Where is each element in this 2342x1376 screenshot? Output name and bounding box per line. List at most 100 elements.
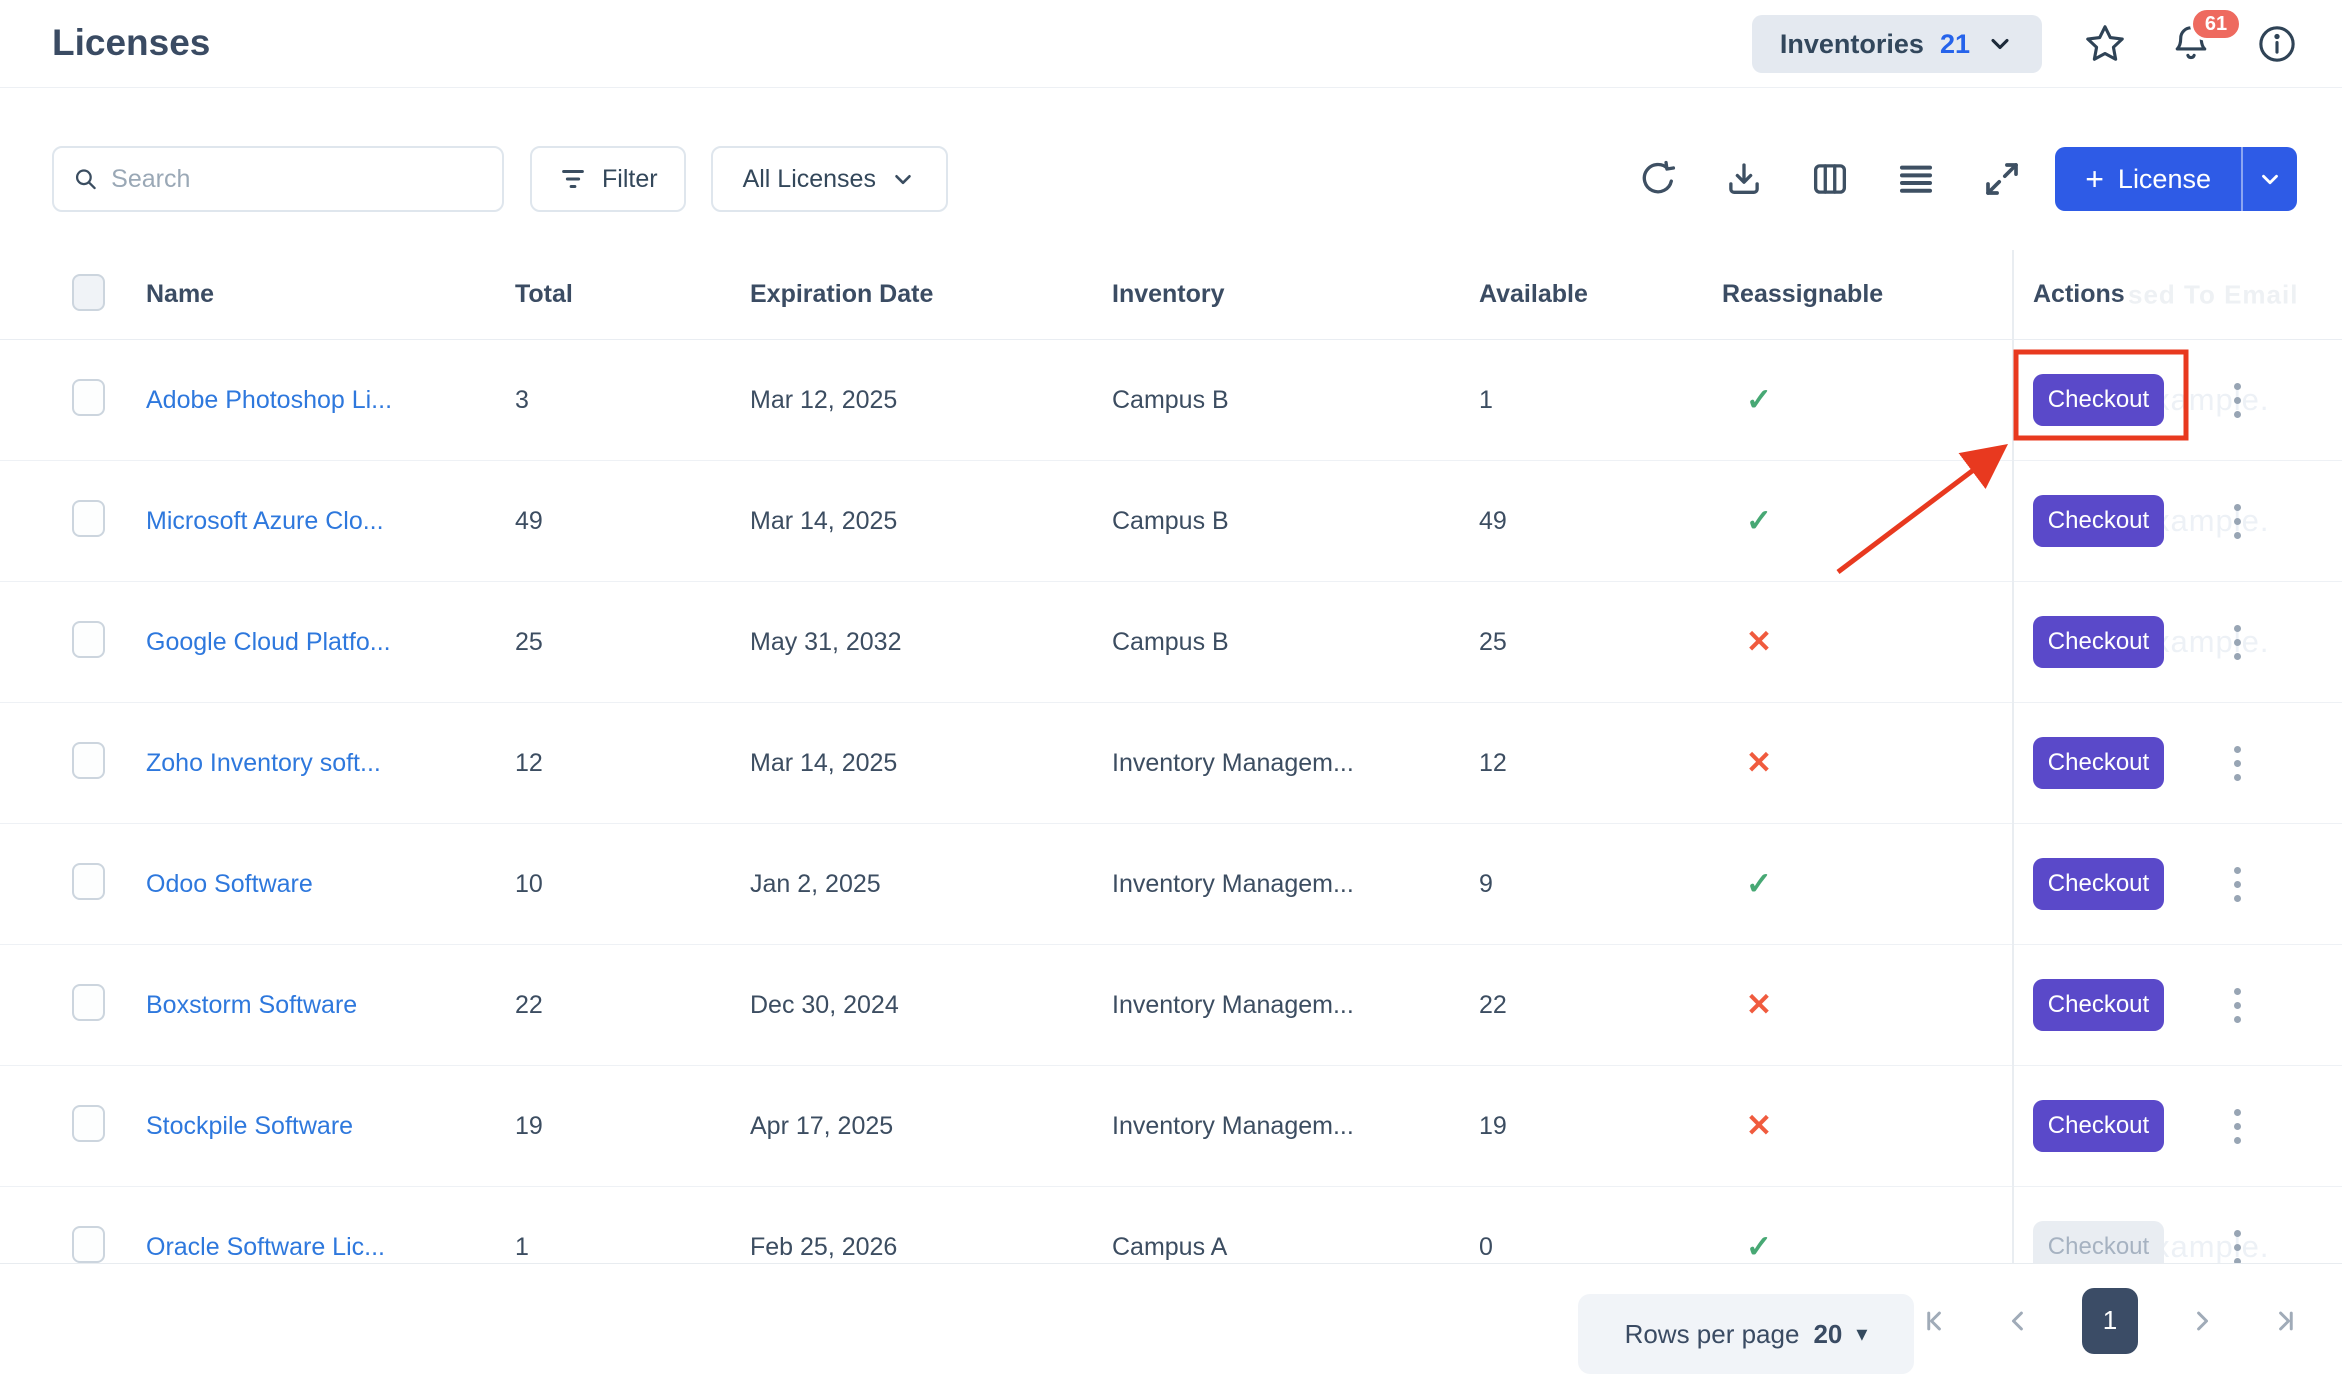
available-value: 49 [1479, 506, 1507, 535]
available-value: 25 [1479, 627, 1507, 656]
license-name-link[interactable]: Zoho Inventory soft... [146, 748, 381, 777]
row-checkbox[interactable] [72, 863, 105, 900]
plus-icon: + [2085, 161, 2104, 197]
total-value: 49 [515, 506, 543, 535]
filter-button[interactable]: Filter [530, 146, 686, 212]
actions-cell: e@example. Checkout [2012, 340, 2342, 460]
row-checkbox[interactable] [72, 500, 105, 537]
table-footer: Rows per page 20 ▾ 1 [0, 1263, 2342, 1376]
kebab-menu-icon[interactable] [2228, 498, 2247, 545]
fullscreen-expand-icon[interactable] [1981, 158, 2023, 200]
license-name-link[interactable]: Stockpile Software [146, 1111, 354, 1140]
license-name-link[interactable]: Oracle Software Lic... [146, 1232, 385, 1261]
checkout-button[interactable]: Checkout [2033, 495, 2164, 547]
licenses-table: Name Total Expiration Date Inventory Ava… [0, 250, 2342, 1308]
check-icon: ✓ [1746, 1229, 1772, 1264]
kebab-menu-icon[interactable] [2228, 1224, 2247, 1271]
inventory-value: Inventory Managem... [1112, 990, 1354, 1019]
expiration-date-value: Dec 30, 2024 [750, 990, 899, 1019]
kebab-menu-icon[interactable] [2228, 982, 2247, 1029]
row-checkbox[interactable] [72, 1105, 105, 1142]
row-checkbox[interactable] [72, 1226, 105, 1263]
expiration-date-value: Apr 17, 2025 [750, 1111, 894, 1140]
favorite-star-icon[interactable] [2082, 21, 2128, 67]
actions-cell: Checkout [2012, 824, 2342, 944]
search-box[interactable] [52, 146, 504, 212]
kebab-menu-icon[interactable] [2228, 377, 2247, 424]
notification-count-badge: 61 [2190, 7, 2242, 41]
column-header-available[interactable]: Available [1479, 280, 1588, 308]
refresh-icon[interactable] [1637, 158, 1679, 200]
checkout-button[interactable]: Checkout [2033, 737, 2164, 789]
row-density-icon[interactable] [1895, 158, 1937, 200]
column-header-expiration[interactable]: Expiration Date [750, 280, 934, 308]
columns-icon[interactable] [1809, 158, 1851, 200]
inventory-value: Campus A [1112, 1232, 1228, 1261]
page-header: Licenses Inventories 21 61 [0, 0, 2342, 88]
kebab-menu-icon[interactable] [2228, 861, 2247, 908]
select-all-checkbox[interactable] [72, 273, 105, 311]
add-license-dropdown-caret[interactable] [2243, 147, 2297, 211]
table-header-row: Name Total Expiration Date Inventory Ava… [0, 250, 2342, 340]
inventory-value: Campus B [1112, 627, 1229, 656]
license-name-link[interactable]: Google Cloud Platfo... [146, 627, 391, 656]
column-header-reassignable[interactable]: Reassignable [1722, 280, 1884, 308]
actions-cell: Checkout [2012, 945, 2342, 1065]
button-divider [2241, 147, 2243, 211]
add-license-button[interactable]: + License [2055, 147, 2241, 211]
checkout-button[interactable]: Checkout [2033, 616, 2164, 668]
current-page-button[interactable]: 1 [2082, 1287, 2138, 1354]
chevron-down-icon [895, 174, 911, 185]
inventory-value: Campus B [1112, 385, 1229, 414]
caret-down-icon: ▾ [1856, 1321, 1868, 1346]
license-name-link[interactable]: Adobe Photoshop Li... [146, 385, 393, 414]
header-actions: Inventories 21 61 [1751, 0, 2300, 88]
license-scope-dropdown[interactable]: All Licenses [710, 146, 948, 212]
inventories-dropdown[interactable]: Inventories 21 [1751, 15, 2042, 73]
pagination: 1 [1918, 1264, 2302, 1376]
checkout-button[interactable]: Checkout [2033, 1100, 2164, 1152]
row-checkbox[interactable] [72, 379, 105, 416]
info-icon[interactable] [2254, 21, 2300, 67]
row-checkbox[interactable] [72, 984, 105, 1021]
next-page-button[interactable] [2184, 1303, 2220, 1339]
kebab-menu-icon[interactable] [2228, 1103, 2247, 1150]
rows-per-page-label: Rows per page [1624, 1318, 1800, 1349]
license-name-link[interactable]: Microsoft Azure Clo... [146, 506, 384, 535]
checkout-button[interactable]: Checkout [2033, 979, 2164, 1031]
export-download-icon[interactable] [1723, 158, 1765, 200]
actions-cell: Checkout [2012, 1066, 2342, 1186]
column-header-name[interactable]: Name [146, 280, 215, 308]
last-page-button[interactable] [2266, 1303, 2302, 1339]
available-value: 12 [1479, 748, 1507, 777]
rows-per-page-value: 20 [1813, 1318, 1843, 1349]
check-icon: ✓ [1746, 503, 1772, 538]
table-row: Google Cloud Platfo... 25 May 31, 2032 C… [0, 582, 2342, 703]
license-name-link[interactable]: Boxstorm Software [146, 990, 358, 1019]
checkout-button[interactable]: Checkout [2033, 858, 2164, 910]
table-row: Adobe Photoshop Li... 3 Mar 12, 2025 Cam… [0, 340, 2342, 461]
available-value: 9 [1479, 869, 1493, 898]
column-header-total[interactable]: Total [515, 280, 573, 308]
search-icon [75, 169, 96, 190]
inventory-value: Inventory Managem... [1112, 869, 1354, 898]
column-header-actions: sed To Email Actions [2033, 279, 2299, 309]
first-page-button[interactable] [1918, 1303, 1954, 1339]
filter-label: Filter [602, 164, 658, 193]
expiration-date-value: Mar 14, 2025 [750, 748, 898, 777]
search-input[interactable] [111, 164, 484, 194]
license-name-link[interactable]: Odoo Software [146, 869, 313, 898]
actions-column-divider [2012, 250, 2014, 1264]
inventory-value: Inventory Managem... [1112, 748, 1354, 777]
row-checkbox[interactable] [72, 742, 105, 779]
x-icon: ✕ [1746, 745, 1772, 780]
previous-page-button[interactable] [2000, 1303, 2036, 1339]
rows-per-page-dropdown[interactable]: Rows per page 20 ▾ [1578, 1294, 1914, 1374]
total-value: 10 [515, 869, 543, 898]
kebab-menu-icon[interactable] [2228, 740, 2247, 787]
column-header-inventory[interactable]: Inventory [1112, 280, 1225, 308]
kebab-menu-icon[interactable] [2228, 619, 2247, 666]
checkout-button[interactable]: Checkout [2033, 374, 2164, 426]
row-checkbox[interactable] [72, 621, 105, 658]
notifications-bell-icon[interactable]: 61 [2168, 7, 2242, 67]
